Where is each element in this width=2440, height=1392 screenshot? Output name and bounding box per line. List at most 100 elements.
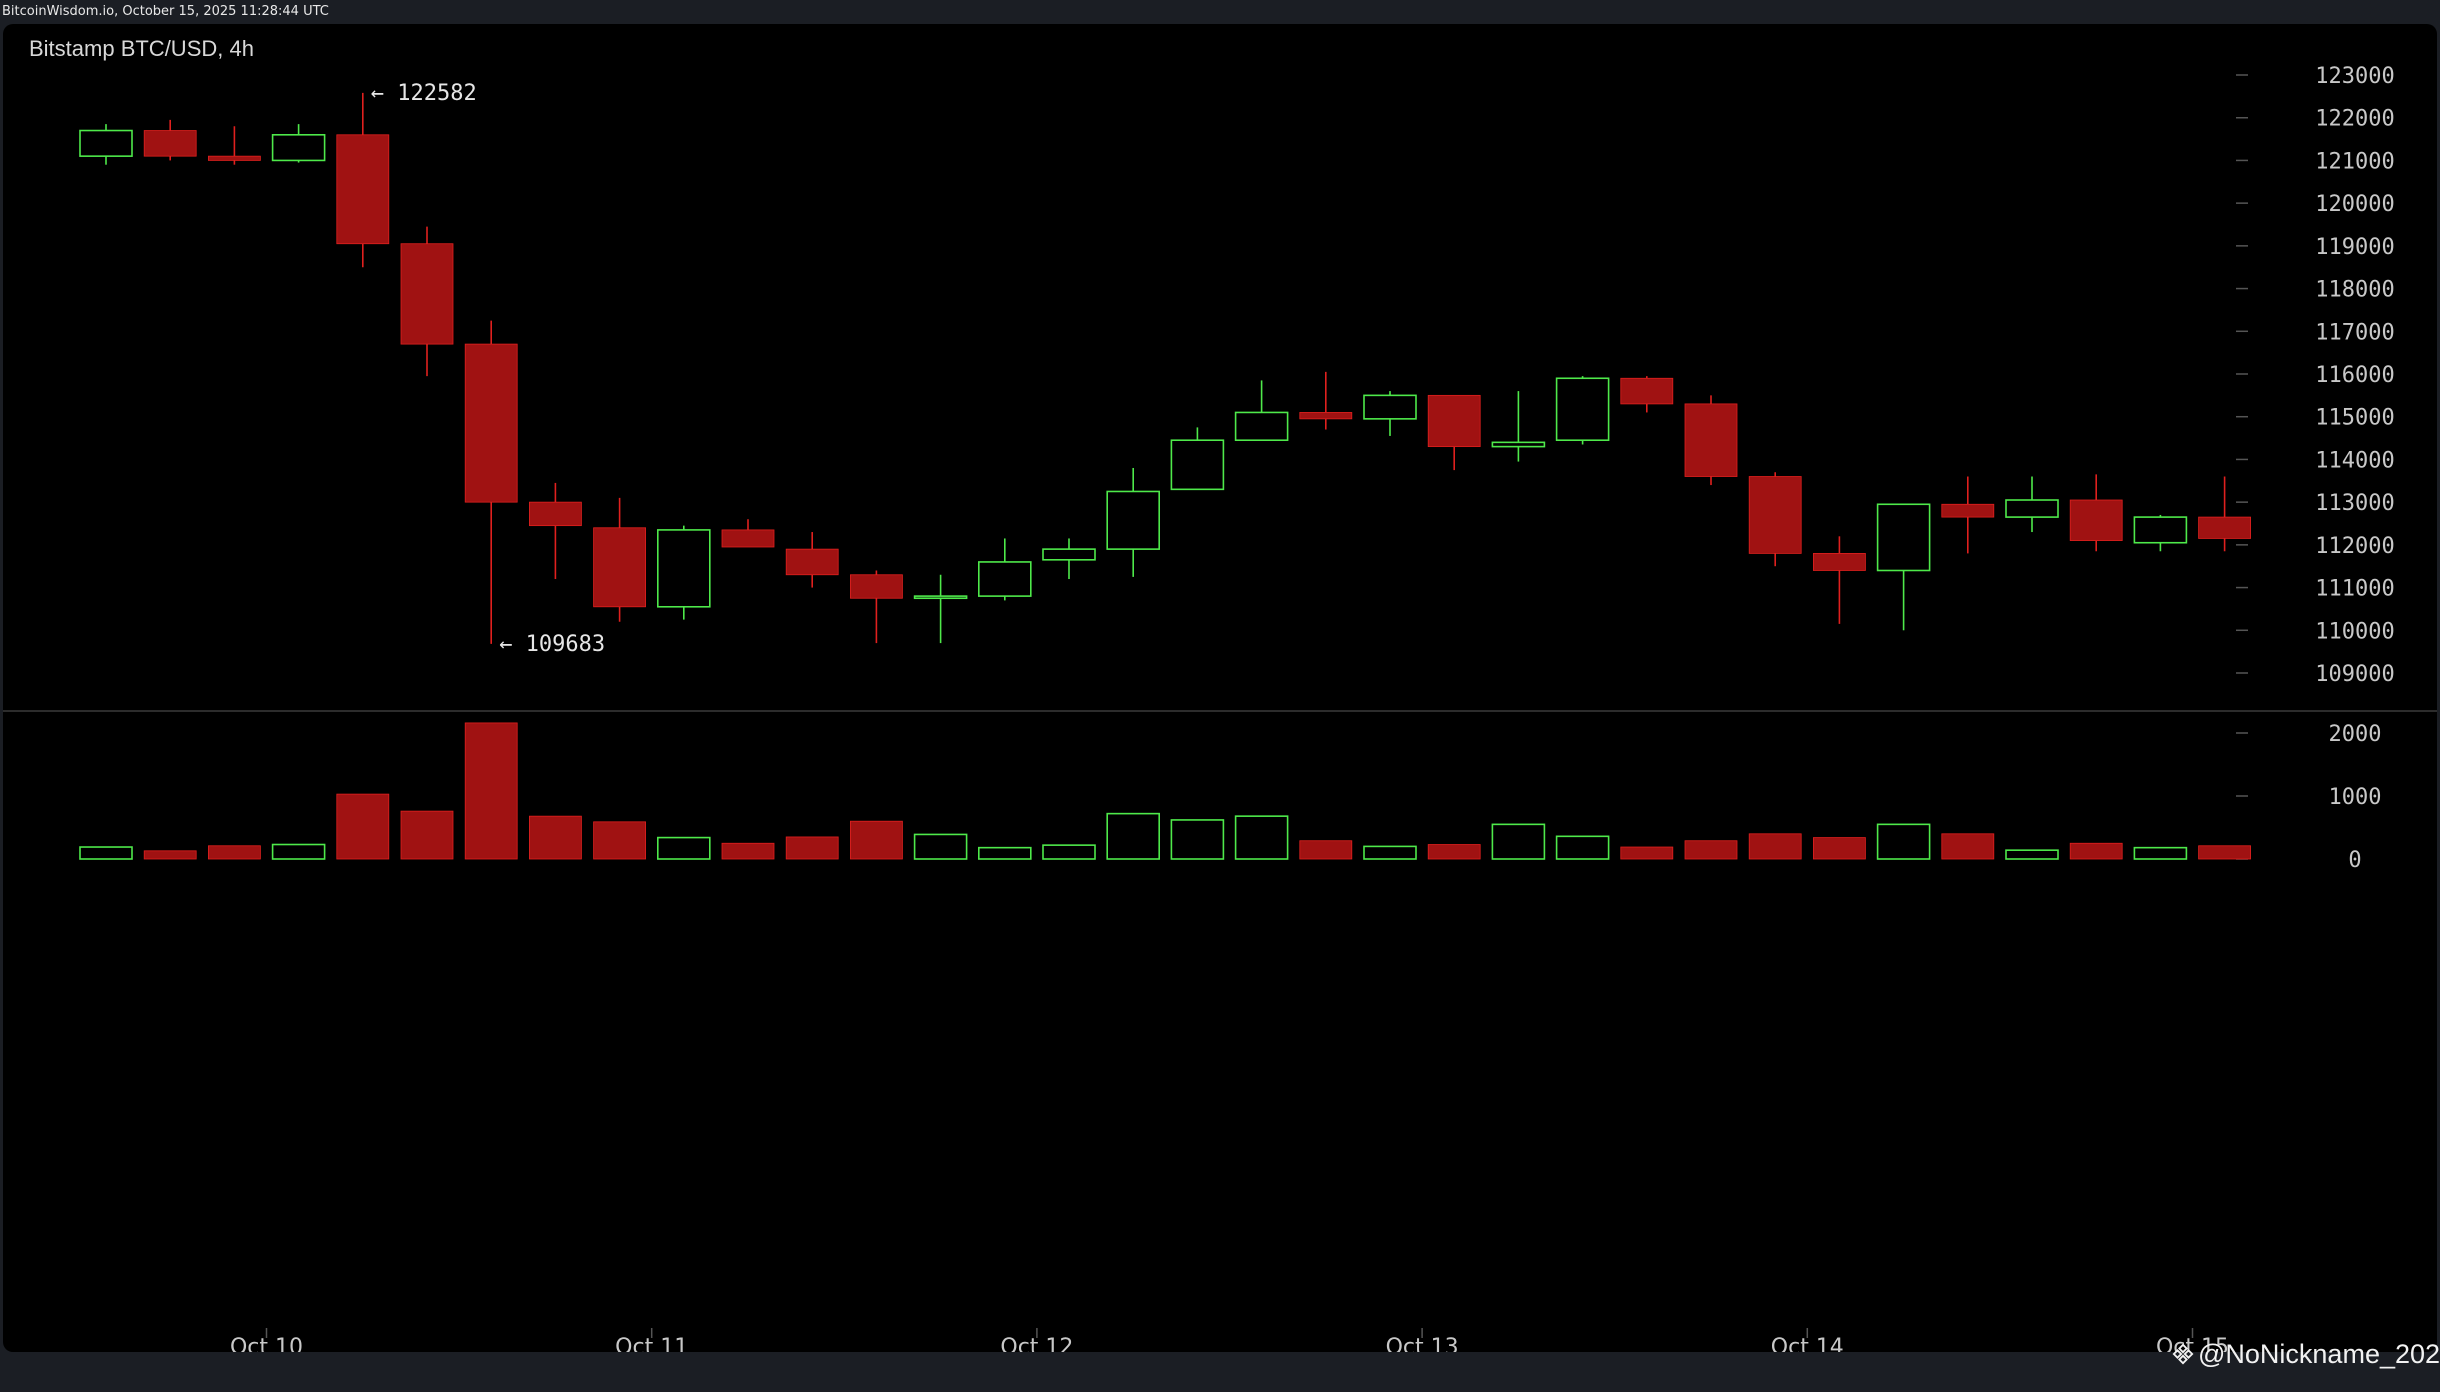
candle-body xyxy=(207,155,261,161)
candle[interactable] xyxy=(271,124,326,163)
volume-bar[interactable] xyxy=(1555,835,1610,860)
volume-bar[interactable] xyxy=(1684,840,1738,860)
volume-axis: 0 1000 2000 xyxy=(2236,722,2381,873)
candle[interactable] xyxy=(529,482,582,580)
candle[interactable] xyxy=(1941,476,1995,554)
volume-bar[interactable] xyxy=(1427,844,1481,860)
candle[interactable] xyxy=(400,226,454,377)
price-tick-label: 115000 xyxy=(2315,406,2394,431)
volume-bar[interactable] xyxy=(400,810,454,860)
volume-bar[interactable] xyxy=(977,846,1032,860)
candle-body xyxy=(1876,503,1931,572)
volume-bar[interactable] xyxy=(1876,823,1931,860)
volume-layer xyxy=(79,722,2252,860)
candle[interactable] xyxy=(656,525,711,620)
candle[interactable] xyxy=(1363,391,1417,436)
candle[interactable] xyxy=(2069,474,2123,552)
volume-bar[interactable] xyxy=(913,833,968,860)
volume-bar[interactable] xyxy=(207,845,261,860)
volume-bar[interactable] xyxy=(1941,833,1995,860)
volume-bar[interactable] xyxy=(850,820,903,860)
annotations-layer: ← 122582 ← 109683 xyxy=(371,81,605,657)
candle[interactable] xyxy=(1299,371,1353,430)
volume-bar[interactable] xyxy=(721,842,775,860)
candle[interactable] xyxy=(143,119,197,161)
candle[interactable] xyxy=(1427,394,1481,471)
candle[interactable] xyxy=(1491,391,1546,462)
candle[interactable] xyxy=(913,574,968,644)
volume-bar[interactable] xyxy=(271,843,326,860)
candle[interactable] xyxy=(1555,376,1610,445)
candle[interactable] xyxy=(721,519,775,548)
volume-bar[interactable] xyxy=(656,836,711,860)
candle-body xyxy=(1491,441,1546,448)
volume-bar[interactable] xyxy=(1363,845,1417,860)
volume-bar[interactable] xyxy=(593,821,646,860)
candle[interactable] xyxy=(1684,395,1738,486)
volume-bar[interactable] xyxy=(1170,819,1225,860)
candle-body xyxy=(271,134,326,162)
candle-body xyxy=(1684,403,1738,477)
price-tick-label: 116000 xyxy=(2315,363,2394,388)
volume-bar[interactable] xyxy=(1042,844,1096,860)
candle[interactable] xyxy=(336,92,390,268)
candle-body xyxy=(1941,503,1995,518)
price-tick-label: 111000 xyxy=(2315,577,2394,602)
volume-bar[interactable] xyxy=(2133,846,2188,860)
candle[interactable] xyxy=(593,497,646,622)
candle[interactable] xyxy=(1170,427,1225,491)
volume-bar[interactable] xyxy=(1813,837,1866,860)
price-tick-label: 122000 xyxy=(2315,107,2394,132)
volume-bar[interactable] xyxy=(785,836,839,860)
price-tick-label: 119000 xyxy=(2315,235,2394,260)
candle-body xyxy=(400,243,454,345)
top-bar: BitcoinWisdom.io, October 15, 2025 11:28… xyxy=(0,0,2440,24)
candle[interactable] xyxy=(207,126,261,165)
price-tick-label: 123000 xyxy=(2315,64,2394,89)
candle[interactable] xyxy=(464,320,518,644)
candle[interactable] xyxy=(850,570,903,644)
volume-bar[interactable] xyxy=(79,846,133,860)
candle-body xyxy=(336,134,390,245)
volume-tick-label: 0 xyxy=(2348,848,2361,873)
candle[interactable] xyxy=(1876,503,1931,631)
candle[interactable] xyxy=(79,124,133,165)
source-timestamp: BitcoinWisdom.io, October 15, 2025 11:28… xyxy=(2,4,329,19)
volume-bar[interactable] xyxy=(1106,812,1160,860)
price-tick-label: 120000 xyxy=(2315,192,2394,217)
candle[interactable] xyxy=(1748,472,1802,567)
candlestick-chart[interactable]: 109000 110000 111000 112000 113000 114000 1150… xyxy=(3,24,2437,1352)
candle[interactable] xyxy=(1042,538,1096,580)
candle[interactable] xyxy=(2133,514,2188,552)
price-tick-label: 112000 xyxy=(2315,534,2394,559)
candle-body xyxy=(1234,411,1289,442)
candle[interactable] xyxy=(1620,376,1674,413)
volume-bar[interactable] xyxy=(336,793,390,860)
volume-bar[interactable] xyxy=(464,722,518,860)
candle[interactable] xyxy=(2198,476,2252,552)
time-tick-label: Oct 11 xyxy=(615,1335,688,1352)
candle[interactable] xyxy=(977,538,1032,601)
candle[interactable] xyxy=(1813,536,1866,624)
volume-bar[interactable] xyxy=(1299,840,1353,860)
candle-body xyxy=(656,529,711,608)
candle-body xyxy=(850,574,903,599)
candle[interactable] xyxy=(1234,380,1289,442)
candle[interactable] xyxy=(785,532,839,588)
candle-body xyxy=(1170,439,1225,491)
candle[interactable] xyxy=(2005,476,2059,533)
candle-body xyxy=(1555,377,1610,442)
candle-body xyxy=(913,595,968,600)
volume-bar[interactable] xyxy=(1491,823,1546,860)
volume-bar[interactable] xyxy=(1234,815,1289,860)
volume-bar[interactable] xyxy=(1620,846,1674,860)
volume-bar[interactable] xyxy=(529,815,582,860)
volume-bar[interactable] xyxy=(1748,833,1802,860)
candle[interactable] xyxy=(1106,467,1160,577)
volume-bar[interactable] xyxy=(2069,842,2123,860)
volume-bar[interactable] xyxy=(2005,849,2059,860)
candle-body xyxy=(977,561,1032,597)
volume-bar[interactable] xyxy=(2198,845,2252,860)
volume-bar[interactable] xyxy=(143,850,197,860)
chart-panel[interactable]: 109000 110000 111000 112000 113000 114000 1150… xyxy=(3,24,2437,1352)
